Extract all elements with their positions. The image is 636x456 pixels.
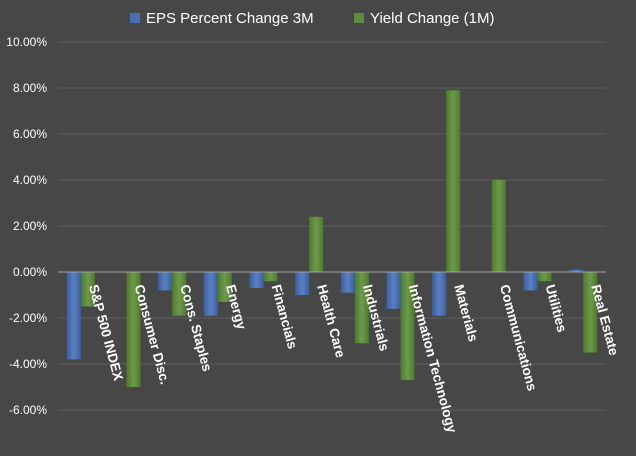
bar-yield-3 xyxy=(217,272,232,302)
bar-eps-4 xyxy=(249,272,264,289)
y-tick-label: 8.00% xyxy=(13,81,47,95)
bar-eps-2 xyxy=(158,272,173,291)
bar-eps-7 xyxy=(386,272,401,309)
y-tick-label: 10.00% xyxy=(6,35,47,49)
bar-yield-10 xyxy=(537,272,552,282)
bar-yield-0 xyxy=(80,272,95,307)
x-axis-labels: S&P 500 INDEX Consumer Disc. Cons. Staples… xyxy=(86,283,622,435)
bar-eps-8 xyxy=(432,272,447,316)
x-tick-label: Materials xyxy=(451,283,481,343)
bar-eps-6 xyxy=(340,272,355,293)
y-axis: 10.00% 8.00% 6.00% 4.00% 2.00% 0.00% -2.00% -4.… xyxy=(6,35,47,417)
bar-yield-11 xyxy=(583,272,598,353)
bar-eps-11 xyxy=(569,269,584,272)
bar-yield-9 xyxy=(491,180,506,272)
y-tick-label: 4.00% xyxy=(13,173,47,187)
x-tick-label: Health Care xyxy=(314,283,348,360)
y-tick-label: 2.00% xyxy=(13,219,47,233)
bar-eps-5 xyxy=(295,272,310,295)
legend-swatch xyxy=(354,13,364,23)
y-tick-label: 0.00% xyxy=(13,265,47,279)
bar-eps-3 xyxy=(203,272,218,316)
bar-yield-8 xyxy=(446,90,461,272)
bar-yield-1 xyxy=(126,272,141,387)
bar-yield-4 xyxy=(263,272,278,282)
bar-yield-5 xyxy=(309,216,324,272)
x-tick-label: S&P 500 INDEX xyxy=(86,283,126,382)
bar-yield-7 xyxy=(400,272,415,381)
legend-label: EPS Percent Change 3M xyxy=(146,10,314,27)
bar-eps-0 xyxy=(66,272,81,360)
y-tick-label: 6.00% xyxy=(13,127,47,141)
y-tick-label: -6.00% xyxy=(9,403,47,417)
legend-label: Yield Change (1M) xyxy=(370,10,495,27)
x-tick-label: Energy xyxy=(223,283,249,332)
legend: EPS Percent Change 3M Yield Change (1M) xyxy=(130,10,495,27)
bars xyxy=(66,90,598,387)
legend-swatch xyxy=(130,13,140,23)
bar-yield-6 xyxy=(354,272,369,344)
y-tick-label: -2.00% xyxy=(9,311,47,325)
x-tick-label: Communications xyxy=(497,283,540,393)
bar-yield-2 xyxy=(172,272,187,316)
bar-eps-10 xyxy=(523,272,538,291)
x-tick-label: Utilities xyxy=(543,283,570,334)
y-tick-label: -4.00% xyxy=(9,357,47,371)
